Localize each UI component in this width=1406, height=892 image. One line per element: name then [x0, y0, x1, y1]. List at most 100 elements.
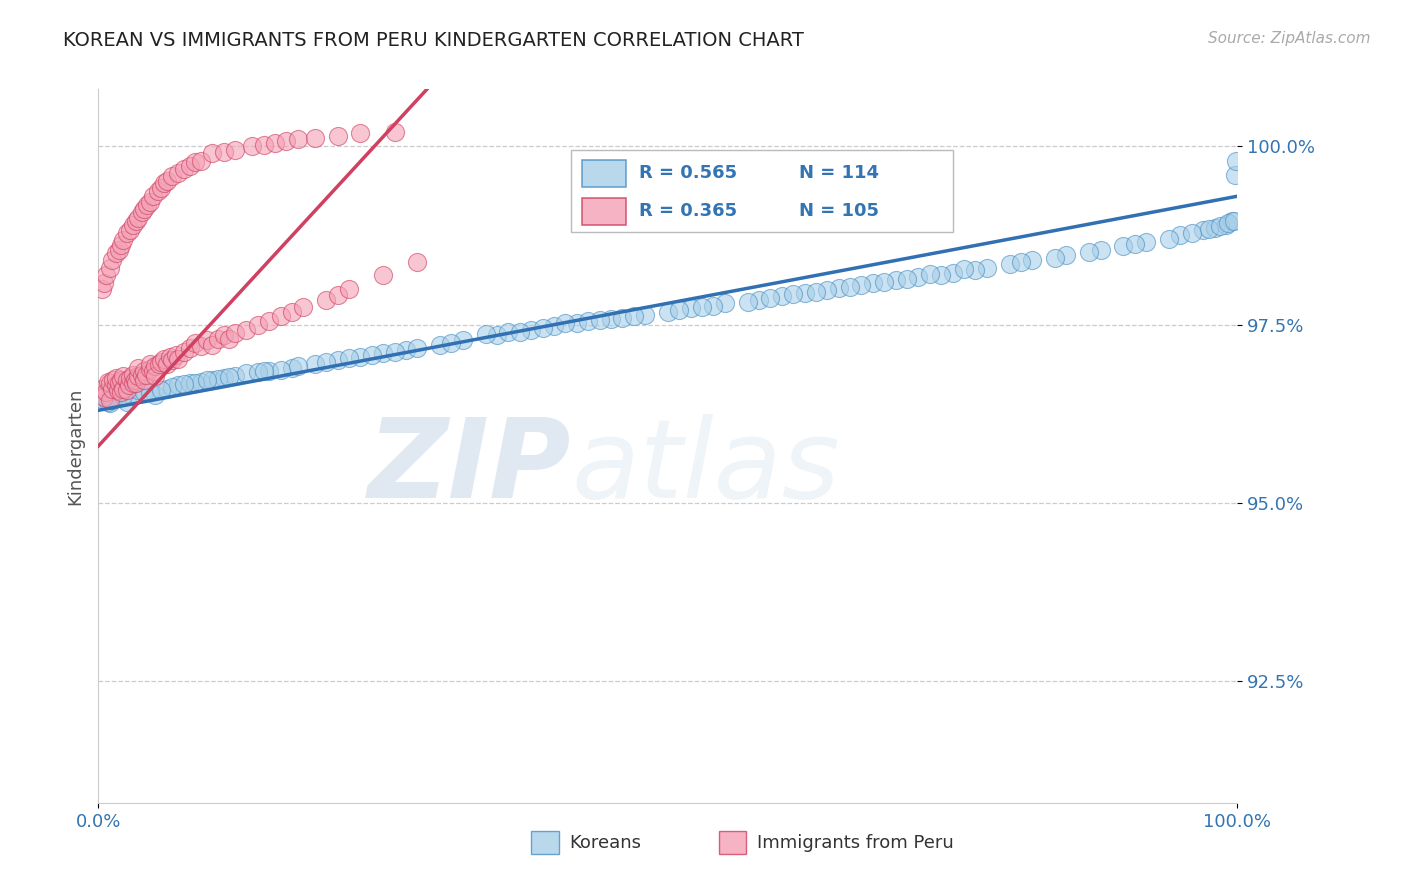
Point: [240, 139, 263, 153]
Point: [953, 262, 976, 277]
FancyBboxPatch shape: [571, 150, 953, 232]
Point: [156, 357, 179, 371]
Point: [96, 268, 118, 282]
Point: [103, 373, 125, 387]
Point: [259, 364, 281, 378]
Point: [212, 328, 235, 343]
Point: [1220, 214, 1243, 228]
Point: [131, 205, 153, 219]
Point: [543, 319, 565, 334]
Point: [224, 143, 246, 157]
Point: [218, 332, 240, 346]
Point: [1223, 168, 1246, 182]
Point: [104, 378, 127, 392]
Point: [156, 173, 179, 187]
Point: [360, 348, 382, 362]
Point: [1204, 220, 1226, 235]
Point: [498, 325, 520, 339]
Point: [98, 392, 121, 407]
Point: [125, 376, 148, 391]
Point: [90, 282, 112, 296]
Point: [668, 303, 690, 318]
Point: [162, 353, 184, 368]
Point: [565, 316, 588, 330]
Point: [101, 392, 124, 407]
Point: [235, 366, 257, 380]
Point: [259, 314, 281, 328]
Point: [108, 243, 131, 257]
Point: [737, 294, 759, 309]
Point: [115, 373, 138, 387]
Point: [195, 373, 218, 387]
Point: [1123, 237, 1146, 252]
Point: [96, 385, 118, 400]
Point: [212, 371, 235, 385]
Point: [138, 194, 160, 209]
Point: [281, 360, 304, 375]
FancyBboxPatch shape: [582, 160, 626, 187]
Point: [292, 300, 315, 314]
Point: [371, 268, 394, 282]
Point: [173, 162, 195, 177]
Text: ZIP: ZIP: [367, 414, 571, 521]
Point: [115, 227, 138, 241]
Point: [184, 155, 207, 169]
Point: [159, 350, 181, 364]
Point: [127, 211, 149, 225]
Point: [884, 273, 907, 287]
Point: [156, 382, 179, 396]
Point: [337, 282, 360, 296]
Point: [121, 376, 143, 391]
Point: [474, 326, 496, 341]
Point: [384, 125, 406, 139]
Point: [201, 337, 224, 351]
Point: [1181, 227, 1204, 241]
Point: [326, 353, 349, 368]
Point: [315, 293, 337, 307]
Point: [96, 394, 118, 409]
Point: [179, 376, 201, 391]
Point: [90, 382, 112, 396]
Point: [1043, 252, 1066, 266]
Point: [173, 344, 195, 359]
Point: [270, 309, 292, 323]
Point: [162, 380, 184, 394]
Point: [304, 130, 326, 145]
Point: [167, 378, 190, 392]
Point: [804, 285, 827, 299]
Point: [207, 332, 229, 346]
Point: [252, 137, 274, 152]
Point: [634, 309, 657, 323]
Point: [486, 328, 509, 343]
Point: [127, 360, 149, 375]
Point: [748, 293, 770, 307]
Point: [839, 280, 862, 294]
Point: [702, 299, 724, 313]
Point: [349, 127, 371, 141]
Point: [1170, 228, 1192, 243]
Point: [131, 368, 153, 382]
Point: [770, 289, 793, 303]
Text: R = 0.365: R = 0.365: [640, 202, 738, 220]
Point: [125, 214, 148, 228]
Point: [246, 318, 269, 332]
Point: [224, 369, 246, 384]
Point: [184, 335, 207, 350]
Point: [190, 375, 212, 389]
Point: [929, 268, 952, 282]
Point: [124, 373, 146, 387]
Point: [132, 373, 155, 387]
Point: [1112, 239, 1135, 253]
Point: [657, 305, 679, 319]
Point: [1054, 248, 1078, 262]
Text: atlas: atlas: [571, 414, 839, 521]
Point: [121, 368, 143, 382]
Point: [201, 146, 224, 161]
Point: [252, 364, 274, 378]
Point: [173, 376, 195, 391]
Point: [121, 218, 143, 232]
Point: [207, 372, 229, 386]
Point: [110, 385, 132, 400]
Point: [162, 169, 184, 184]
FancyBboxPatch shape: [582, 198, 626, 225]
